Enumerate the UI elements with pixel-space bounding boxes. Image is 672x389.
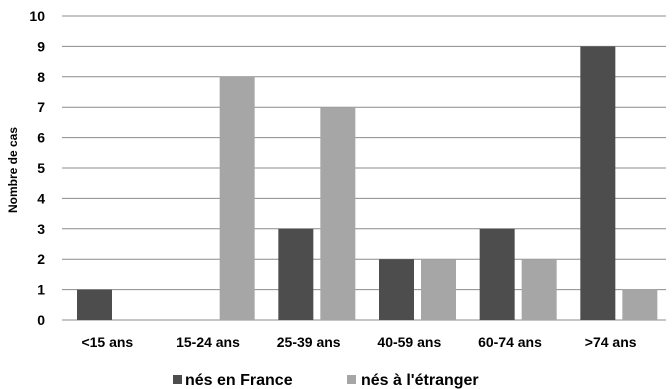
- bar-nes-en-france-5: [580, 46, 616, 321]
- bar-nes-a-l-etranger-2: [320, 107, 356, 320]
- y-tick-label: 9: [37, 38, 45, 54]
- x-category-label: 15-24 ans: [176, 334, 240, 350]
- bar-nes-a-l-etranger-5: [622, 289, 658, 320]
- legend-label-nes-a-l-etranger: nés à l'étranger: [361, 372, 479, 389]
- y-tick-label: 6: [37, 130, 45, 146]
- y-tick-label: 1: [37, 282, 45, 298]
- bar-nes-en-france-4: [479, 228, 515, 320]
- y-axis-label: Nombre de cas: [6, 127, 20, 213]
- x-category-label: <15 ans: [81, 334, 133, 350]
- y-tick-label: 10: [29, 8, 45, 24]
- x-category-label: >74 ans: [585, 334, 637, 350]
- bar-nes-en-france-0: [77, 289, 112, 320]
- y-axis-ticks: 0 1 2 3 4 5 6 7 8 9 10: [29, 8, 45, 328]
- bar-nes-en-france-2: [278, 228, 314, 320]
- y-tick-label: 0: [37, 312, 45, 328]
- x-axis-categories: <15 ans 15-24 ans 25-39 ans 40-59 ans 60-74 …: [81, 334, 636, 350]
- legend: nés en France nés à l'étranger: [173, 372, 479, 389]
- legend-swatch-nes-a-l-etranger: [347, 375, 356, 384]
- legend-label-nes-en-france: nés en France: [185, 372, 293, 389]
- bar-nes-en-france-3: [379, 259, 414, 320]
- bar-nes-a-l-etranger-1: [219, 76, 255, 320]
- x-category-label: 60-74 ans: [478, 334, 542, 350]
- y-tick-label: 4: [37, 190, 45, 206]
- gridlines: [62, 15, 666, 321]
- y-tick-label: 7: [37, 99, 45, 115]
- y-tick-label: 3: [37, 221, 45, 237]
- x-category-label: 25-39 ans: [277, 334, 341, 350]
- bar-nes-a-l-etranger-4: [521, 259, 557, 320]
- y-tick-label: 2: [37, 251, 45, 267]
- x-category-label: 40-59 ans: [377, 334, 441, 350]
- legend-swatch-nes-en-france: [173, 375, 182, 384]
- y-tick-label: 5: [37, 160, 45, 176]
- y-tick-label: 8: [37, 69, 45, 85]
- bars: [77, 46, 658, 321]
- bar-nes-a-l-etranger-3: [421, 259, 456, 320]
